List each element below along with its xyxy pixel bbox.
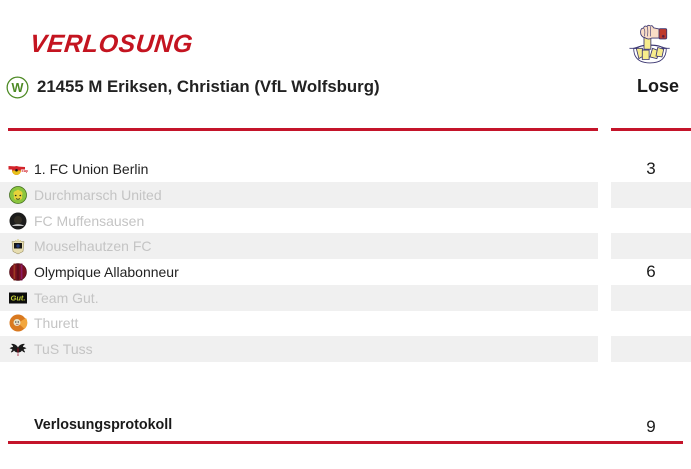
svg-text:W: W <box>12 81 24 95</box>
svg-text:cup: cup <box>22 168 29 173</box>
svg-text:Gut.: Gut. <box>11 294 26 303</box>
